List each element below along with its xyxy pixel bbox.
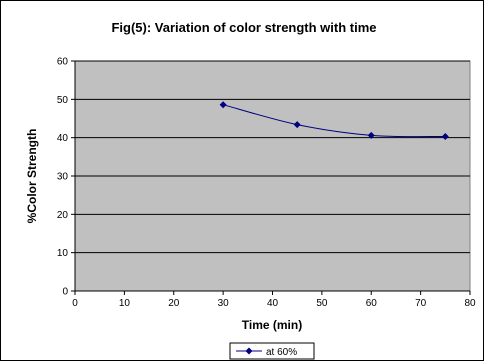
legend-box xyxy=(229,342,315,360)
x-tick-label-20: 20 xyxy=(168,298,180,309)
series-line-0 xyxy=(222,104,446,138)
legend-diamond-marker xyxy=(245,347,253,355)
legend: at 60% xyxy=(229,342,315,360)
x-axis: 0 10 20 30 40 50 60 70 80 xyxy=(72,290,476,309)
x-tick-label-10: 10 xyxy=(119,298,131,309)
x-tick-label-60: 60 xyxy=(366,298,378,309)
y-tick-label-30: 30 xyxy=(57,172,69,183)
data-point-0-1 xyxy=(293,121,301,129)
y-axis-label: %Color Strength xyxy=(25,129,39,224)
x-tick-label-80: 80 xyxy=(464,298,476,309)
x-tick-label-30: 30 xyxy=(218,298,230,309)
y-tick-label-20: 20 xyxy=(57,210,69,221)
grid-lines xyxy=(75,60,470,254)
data-point-0-3 xyxy=(441,133,449,141)
y-tick-label-10: 10 xyxy=(57,248,69,259)
data-point-0-2 xyxy=(367,131,375,139)
data-point-0-0 xyxy=(219,101,227,109)
y-tick-label-50: 50 xyxy=(57,95,69,106)
x-tick-label-70: 70 xyxy=(415,298,427,309)
x-tick-label-0: 0 xyxy=(72,298,78,309)
y-axis: 0 10 20 30 40 50 60 xyxy=(57,57,76,298)
y-tick-label-60: 60 xyxy=(57,57,69,68)
x-axis-label: Time (min) xyxy=(242,318,302,332)
x-tick-label-50: 50 xyxy=(316,298,328,309)
y-tick-label-40: 40 xyxy=(57,133,69,144)
x-tick-label-40: 40 xyxy=(267,298,279,309)
y-tick-label-0: 0 xyxy=(62,287,68,298)
series-layer xyxy=(219,101,449,141)
chart-title: Fig(5): Variation of color strength with… xyxy=(111,20,376,35)
legend-label-at-60: at 60% xyxy=(266,347,297,358)
